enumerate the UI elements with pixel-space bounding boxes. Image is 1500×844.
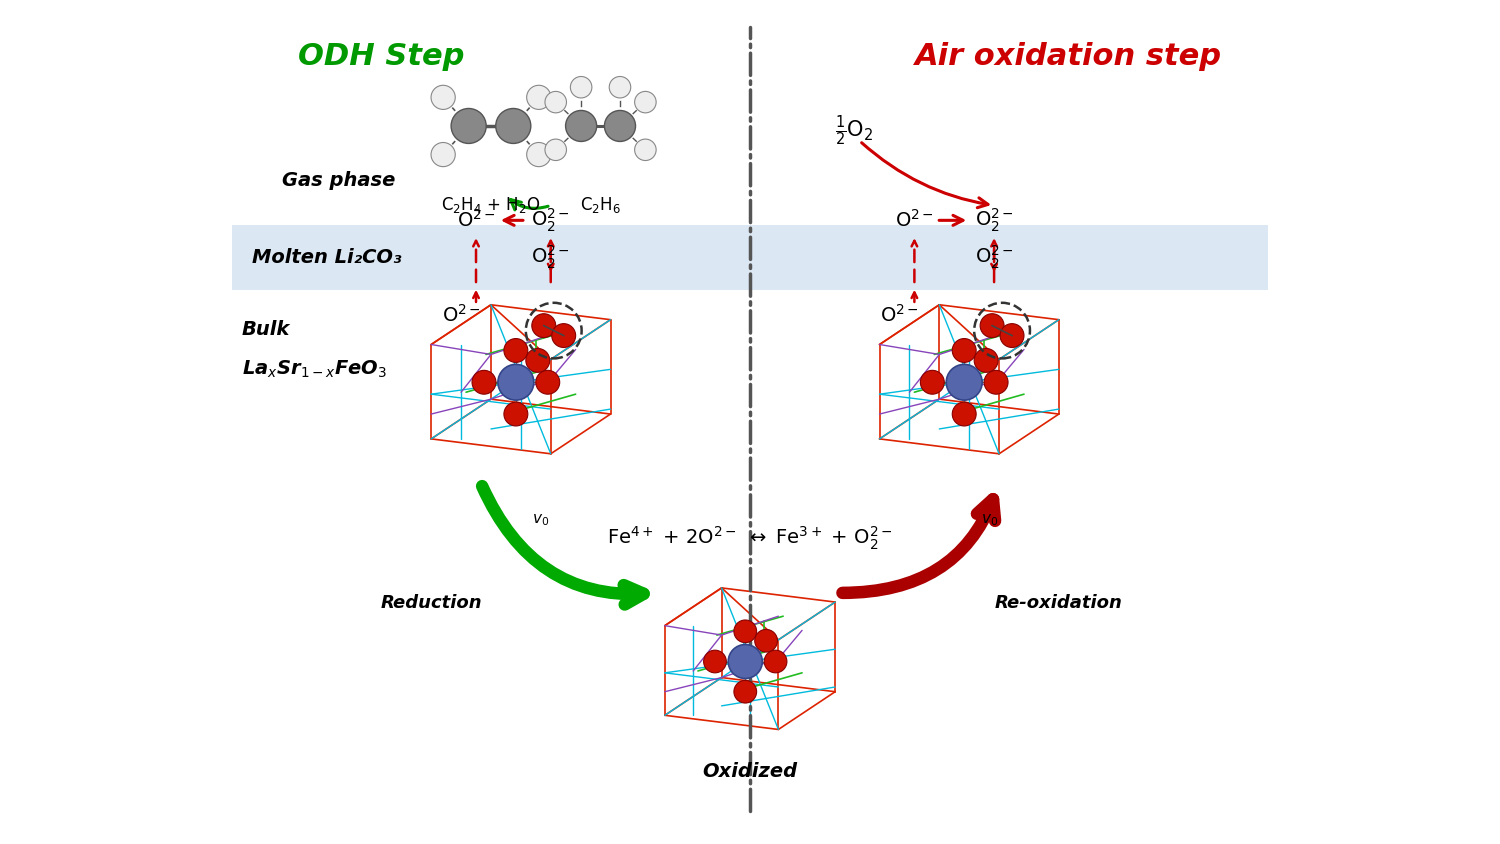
Text: C$_2$H$_6$: C$_2$H$_6$ <box>580 196 621 215</box>
Circle shape <box>526 143 550 166</box>
Circle shape <box>952 338 976 362</box>
Circle shape <box>552 323 576 348</box>
Text: La$_x$Sr$_{1-x}$FeO$_3$: La$_x$Sr$_{1-x}$FeO$_3$ <box>242 359 387 380</box>
Circle shape <box>980 314 1004 338</box>
Circle shape <box>498 365 534 400</box>
Text: $\frac{1}{2}$O$_2$: $\frac{1}{2}$O$_2$ <box>834 114 873 149</box>
Text: Oxidized: Oxidized <box>702 762 798 782</box>
Circle shape <box>452 109 486 143</box>
Text: Reduction: Reduction <box>381 594 482 612</box>
Circle shape <box>734 620 756 642</box>
Circle shape <box>704 650 726 673</box>
Circle shape <box>566 111 597 142</box>
Circle shape <box>532 314 555 338</box>
Text: $v_0$: $v_0$ <box>532 512 549 528</box>
Text: Fe$^{4+}$ + 2O$^{2-}$ $\leftrightarrow$ Fe$^{3+}$ + O$_2^{2-}$: Fe$^{4+}$ + 2O$^{2-}$ $\leftrightarrow$ … <box>608 524 892 552</box>
Circle shape <box>536 371 560 394</box>
Circle shape <box>764 650 788 673</box>
Circle shape <box>728 645 762 679</box>
Circle shape <box>495 109 531 143</box>
Circle shape <box>504 402 528 426</box>
Circle shape <box>1000 323 1024 348</box>
Text: O$^{2-}$: O$^{2-}$ <box>441 304 480 326</box>
Text: Bulk: Bulk <box>242 320 291 339</box>
Circle shape <box>526 349 549 372</box>
Circle shape <box>570 77 592 98</box>
Circle shape <box>734 680 756 703</box>
Circle shape <box>634 139 656 160</box>
Circle shape <box>946 365 982 400</box>
Circle shape <box>472 371 496 394</box>
Text: Re-oxidation: Re-oxidation <box>994 594 1124 612</box>
Circle shape <box>604 111 636 142</box>
Text: C$_2$H$_4$ + H$_2$O: C$_2$H$_4$ + H$_2$O <box>441 196 540 215</box>
Text: O$_2^{2-}$: O$_2^{2-}$ <box>975 244 1014 271</box>
Text: O$_2^{2-}$: O$_2^{2-}$ <box>531 244 570 271</box>
Text: O$_2^{2-}$: O$_2^{2-}$ <box>975 207 1014 234</box>
Circle shape <box>609 77 630 98</box>
Circle shape <box>974 349 998 372</box>
Text: O$^{2-}$: O$^{2-}$ <box>880 304 920 326</box>
Text: O$_2^{2-}$: O$_2^{2-}$ <box>531 207 570 234</box>
Circle shape <box>754 630 777 652</box>
Text: O$^{2-}$: O$^{2-}$ <box>896 209 934 231</box>
Circle shape <box>952 402 976 426</box>
Circle shape <box>430 85 456 110</box>
FancyBboxPatch shape <box>232 225 1268 289</box>
Circle shape <box>544 91 567 113</box>
Circle shape <box>430 143 456 166</box>
Text: $v_0$: $v_0$ <box>981 512 998 528</box>
Circle shape <box>634 91 656 113</box>
Text: O$^{2-}$: O$^{2-}$ <box>456 209 495 231</box>
Text: Air oxidation step: Air oxidation step <box>915 42 1222 71</box>
Text: ODH Step: ODH Step <box>298 42 465 71</box>
Circle shape <box>544 139 567 160</box>
Text: Molten Li₂CO₃: Molten Li₂CO₃ <box>252 248 402 267</box>
Circle shape <box>504 338 528 362</box>
Circle shape <box>984 371 1008 394</box>
Circle shape <box>526 85 550 110</box>
Text: Gas phase: Gas phase <box>282 171 394 190</box>
Circle shape <box>921 371 945 394</box>
